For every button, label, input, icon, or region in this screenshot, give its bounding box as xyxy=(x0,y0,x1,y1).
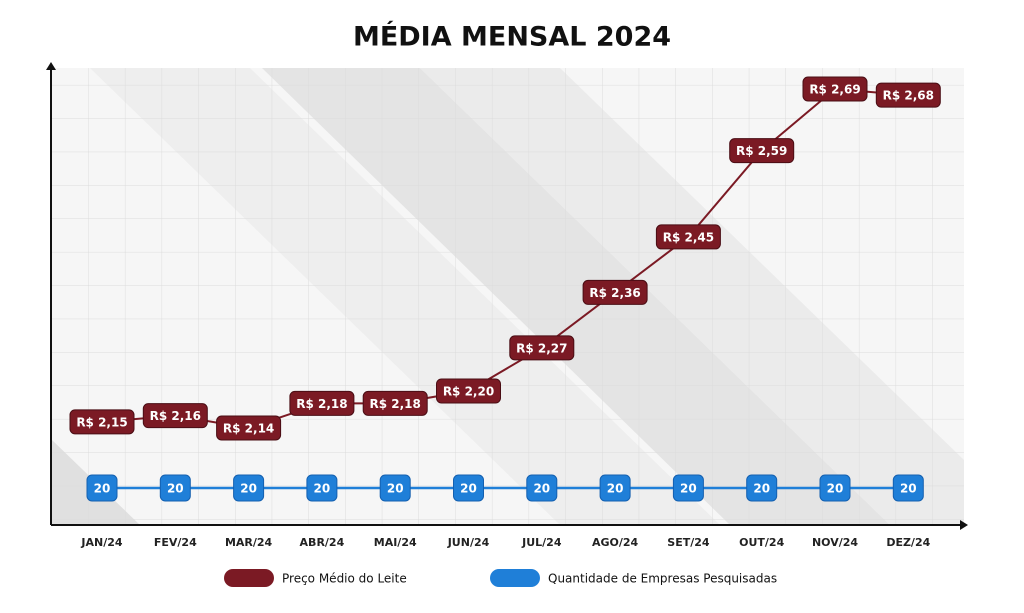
marker: 20 xyxy=(746,474,778,502)
data-label: 20 xyxy=(753,482,770,496)
point-label-box xyxy=(379,474,411,502)
point-label-box xyxy=(453,474,484,502)
x-tick-label: MAI/24 xyxy=(374,536,417,549)
marker: R$ 2,45 xyxy=(655,224,721,250)
x-tick-label: ABR/24 xyxy=(300,536,345,549)
point-label-box xyxy=(216,415,282,441)
point-label-box xyxy=(599,474,631,502)
marker: 20 xyxy=(819,474,851,502)
data-label: R$ 2,45 xyxy=(663,230,714,244)
marker: R$ 2,59 xyxy=(729,138,795,164)
point-label-box xyxy=(819,474,851,502)
data-label: 20 xyxy=(387,482,404,496)
axes xyxy=(46,62,968,530)
point-label-box xyxy=(526,474,558,502)
point-label-box xyxy=(746,474,778,502)
data-label: R$ 2,16 xyxy=(150,409,201,423)
data-label: R$ 2,20 xyxy=(443,385,494,399)
marker: R$ 2,18 xyxy=(362,390,428,416)
data-label: R$ 2,18 xyxy=(370,397,421,411)
point-label-box xyxy=(159,474,191,502)
data-label: 20 xyxy=(533,482,550,496)
point-label-box xyxy=(233,474,265,502)
marker: R$ 2,20 xyxy=(436,378,501,404)
point-label-box xyxy=(362,390,428,416)
x-tick-label: JUL/24 xyxy=(521,536,562,549)
data-label: 20 xyxy=(167,482,184,496)
data-label: R$ 2,15 xyxy=(76,415,127,429)
marker: R$ 2,69 xyxy=(802,76,868,102)
data-label: R$ 2,18 xyxy=(296,397,347,411)
marker: R$ 2,14 xyxy=(216,415,282,441)
point-label-box xyxy=(875,82,941,108)
marker: R$ 2,16 xyxy=(142,403,208,429)
legend-label: Quantidade de Empresas Pesquisadas xyxy=(548,572,777,586)
marker: 20 xyxy=(599,474,631,502)
legend-swatch xyxy=(490,569,540,587)
point-label-box xyxy=(672,474,704,502)
data-label: 20 xyxy=(827,482,844,496)
data-label: 20 xyxy=(314,482,331,496)
data-label: R$ 2,69 xyxy=(809,83,860,97)
point-label-box xyxy=(582,279,648,305)
x-tick-label: AGO/24 xyxy=(592,536,639,549)
point-label-box xyxy=(86,474,118,502)
x-tick-label: JAN/24 xyxy=(80,536,122,549)
marker: R$ 2,27 xyxy=(509,335,575,361)
point-label-box xyxy=(729,138,795,164)
marker: 20 xyxy=(159,474,191,502)
marker: R$ 2,68 xyxy=(875,82,941,108)
marker: 20 xyxy=(526,474,558,502)
x-tick-label: DEZ/24 xyxy=(886,536,930,549)
data-label: 20 xyxy=(680,482,697,496)
point-label-box xyxy=(436,378,501,404)
marker: 20 xyxy=(379,474,411,502)
data-label: R$ 2,36 xyxy=(589,286,640,300)
chart-title: MÉDIA MENSAL 2024 xyxy=(353,21,671,53)
data-label: R$ 2,59 xyxy=(736,144,787,158)
point-label-box xyxy=(289,390,355,416)
marker: R$ 2,36 xyxy=(582,279,648,305)
x-tick-label: SET/24 xyxy=(667,536,710,549)
data-label: 20 xyxy=(94,482,111,496)
legend-label: Preço Médio do Leite xyxy=(282,572,407,586)
marker: 20 xyxy=(672,474,704,502)
marker: 20 xyxy=(306,474,338,502)
marker: 20 xyxy=(233,474,265,502)
marker: 20 xyxy=(453,474,484,502)
marker: R$ 2,18 xyxy=(289,390,355,416)
data-label: R$ 2,14 xyxy=(223,422,274,436)
marker: R$ 2,15 xyxy=(69,409,135,435)
x-tick-label: JUN/24 xyxy=(447,536,490,549)
x-tick-label: OUT/24 xyxy=(739,536,784,549)
x-tick-label: NOV/24 xyxy=(812,536,858,549)
point-label-box xyxy=(509,335,575,361)
point-label-box xyxy=(306,474,338,502)
data-label: 20 xyxy=(900,482,917,496)
background xyxy=(52,68,964,525)
point-label-box xyxy=(892,474,924,502)
point-label-box xyxy=(69,409,135,435)
marker: 20 xyxy=(86,474,118,502)
point-label-box xyxy=(802,76,868,102)
data-label: 20 xyxy=(240,482,257,496)
data-label: R$ 2,68 xyxy=(883,89,934,103)
x-tick-label: FEV/24 xyxy=(154,536,197,549)
x-tick-label: MAR/24 xyxy=(225,536,273,549)
data-label: R$ 2,27 xyxy=(516,341,567,355)
point-label-box xyxy=(142,403,208,429)
data-label: 20 xyxy=(607,482,624,496)
marker: 20 xyxy=(892,474,924,502)
legend-swatch xyxy=(224,569,274,587)
data-label: 20 xyxy=(460,482,477,496)
point-label-box xyxy=(655,224,721,250)
